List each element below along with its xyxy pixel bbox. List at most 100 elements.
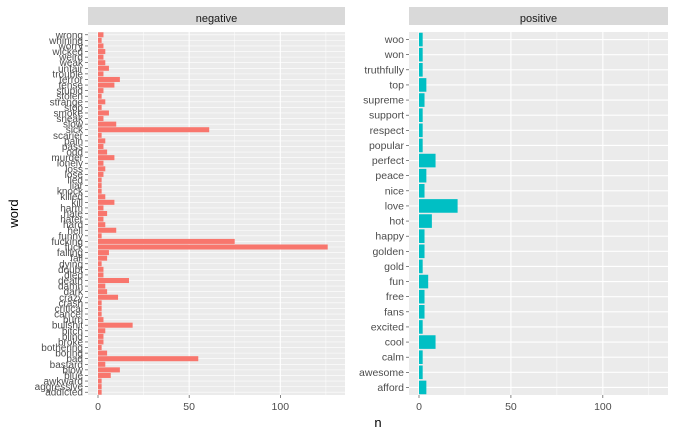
bar-awkward <box>98 379 102 384</box>
bar-won <box>419 48 423 62</box>
bar-crash <box>98 300 102 305</box>
bar-hard <box>98 222 105 227</box>
bar-pass <box>98 144 103 149</box>
bar-bad <box>98 356 198 361</box>
bar-nice <box>419 184 425 198</box>
bar-blue <box>98 373 111 378</box>
bar-lonely <box>98 161 103 166</box>
bar-cool <box>419 335 436 349</box>
bar-sneak <box>98 116 103 121</box>
bar-afford <box>419 381 426 395</box>
bar-supreme <box>419 93 425 107</box>
y-tick-label: cool <box>385 337 404 349</box>
y-tick-label: awesome <box>359 367 404 379</box>
bar-peace <box>419 169 426 183</box>
y-tick-label: respect <box>370 125 405 137</box>
bar-lose <box>98 172 103 177</box>
bar-broke <box>98 339 103 344</box>
y-tick-label: won <box>384 49 404 61</box>
bar-stupid <box>98 88 103 93</box>
panel-background <box>409 32 668 395</box>
y-tick-label: gold <box>384 261 404 273</box>
bar-stolen <box>98 94 102 99</box>
bar-dying <box>98 261 102 266</box>
bar-kill <box>98 200 114 205</box>
bar-awesome <box>419 366 423 380</box>
bar-golden <box>419 245 425 259</box>
bar-pain <box>98 138 105 143</box>
y-tick-label: supreme <box>363 95 404 107</box>
bar-support <box>419 108 423 122</box>
bar-doubt <box>98 267 103 272</box>
bar-woo <box>419 33 423 47</box>
x-tick-label: 50 <box>183 401 195 413</box>
bar-terror <box>98 77 120 82</box>
y-tick-label: truthfully <box>364 64 404 76</box>
y-tick-label: woo <box>384 34 404 46</box>
y-tick-label: fun <box>389 276 404 288</box>
y-tick-label: popular <box>369 140 405 152</box>
bar-bullshit <box>98 323 133 328</box>
bar-scarier <box>98 133 102 138</box>
bar-bothering <box>98 345 102 350</box>
bar-odd <box>98 150 107 155</box>
bar-lied <box>98 177 102 182</box>
bar-happy <box>419 229 425 243</box>
x-axis-title: n <box>374 415 381 430</box>
y-tick-label: calm <box>382 352 404 364</box>
facet-strip-label: negative <box>196 13 238 25</box>
bar-respect <box>419 124 423 138</box>
y-tick-label: support <box>369 110 404 122</box>
bar-wrong <box>98 32 103 37</box>
facet-strip-label: positive <box>520 13 557 25</box>
bar-aggressive <box>98 384 102 389</box>
facet-panel-positive: positive woo won truthfully top supreme suppor… <box>359 7 668 413</box>
y-tick-label: love <box>385 200 404 212</box>
bar-boring <box>98 351 107 356</box>
bar-slow <box>98 122 116 127</box>
bar-sick <box>98 127 209 132</box>
bar-funny <box>98 233 102 238</box>
bar-wicked <box>98 49 105 54</box>
bar-strange <box>98 99 105 104</box>
bar-perfect <box>419 154 436 168</box>
facet-panel-negative: negative wrongwhiningworrywickedweirdweak… <box>35 7 345 413</box>
bar-hate <box>98 211 107 216</box>
y-tick-label: peace <box>375 170 404 182</box>
bar-blind <box>98 334 103 339</box>
bar-popular <box>419 139 423 153</box>
bar-burn <box>98 317 103 322</box>
bar-unfair <box>98 66 109 71</box>
bar-death <box>98 278 129 283</box>
bar-murder <box>98 155 114 160</box>
x-tick-label: 0 <box>95 401 101 413</box>
bar-fall <box>98 256 107 261</box>
bar-harm <box>98 205 103 210</box>
bar-crazy <box>98 295 118 300</box>
bar-knock <box>98 189 102 194</box>
bar-critical <box>98 306 102 311</box>
bar-hot <box>419 214 432 228</box>
bar-whining <box>98 38 102 43</box>
bar-died <box>98 272 103 277</box>
bar-dark <box>98 289 107 294</box>
x-tick-label: 100 <box>594 401 612 413</box>
chart-panels: negative wrongwhiningworrywickedweirdweak… <box>35 7 668 413</box>
y-tick-label: addicted <box>45 388 83 399</box>
y-tick-label: perfect <box>372 155 404 167</box>
bar-addicted <box>98 390 102 395</box>
bar-liar <box>98 183 102 188</box>
bar-tense <box>98 83 114 88</box>
bar-falling <box>98 250 109 255</box>
bar-blow <box>98 367 120 372</box>
bar-fucking <box>98 239 235 244</box>
bar-fun <box>419 275 428 289</box>
y-tick-label: free <box>386 291 404 303</box>
y-tick-label: hot <box>389 216 404 228</box>
x-tick-label: 100 <box>272 401 290 413</box>
y-axis-title: word <box>6 199 21 228</box>
bar-bastard <box>98 362 105 367</box>
bar-fans <box>419 305 425 319</box>
bar-cancel <box>98 312 102 317</box>
